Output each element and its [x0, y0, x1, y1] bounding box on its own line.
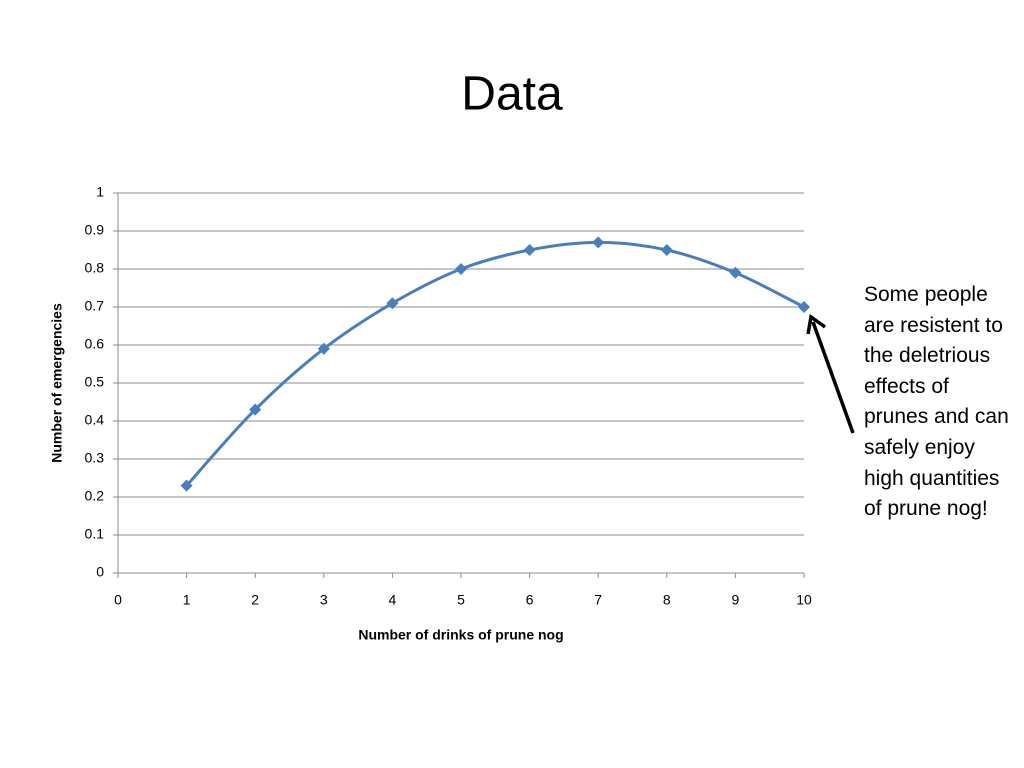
y-tick-label: 0.9 [85, 222, 105, 238]
data-point [386, 297, 399, 310]
y-tick-label: 0 [96, 564, 104, 580]
y-tick-label: 0.8 [85, 260, 105, 276]
data-point [455, 263, 467, 275]
y-tick-label: 0.2 [85, 488, 105, 504]
y-tick-label: 1 [96, 184, 104, 200]
x-tick-label: 8 [663, 592, 671, 608]
data-point [249, 403, 262, 416]
x-tick-label: 3 [320, 592, 328, 608]
line-series [185, 240, 805, 487]
arrow-shaft [811, 321, 855, 434]
data-point [798, 301, 810, 313]
data-point [592, 236, 605, 249]
x-tick-label: 2 [251, 592, 259, 608]
x-tick-label: 0 [114, 592, 122, 608]
data-point [180, 479, 193, 492]
y-tick-label: 0.4 [85, 412, 105, 428]
x-tick-label: 4 [389, 592, 397, 608]
y-tick-label: 0.5 [85, 374, 105, 390]
y-axis-label: Number of emergencies [49, 303, 65, 463]
data-point [660, 244, 673, 256]
y-tick-label: 0.3 [85, 450, 105, 466]
data-point [523, 244, 536, 256]
chart-title: Data [461, 68, 563, 121]
arrow-head [806, 313, 827, 335]
data-point [729, 266, 742, 279]
x-tick-label: 7 [594, 592, 602, 608]
annotation: Some people are resistent to the deletri… [864, 283, 1009, 521]
data-point [317, 342, 330, 355]
x-axis-label: Number of drinks of prune nog [358, 627, 563, 643]
x-tick-label: 6 [526, 592, 534, 608]
y-tick-label: 0.7 [85, 298, 105, 314]
x-tick-label: 9 [732, 592, 740, 608]
x-tick-label: 5 [457, 592, 465, 608]
y-tick-label: 0.1 [85, 526, 105, 542]
y-tick-label: 0.6 [85, 336, 105, 352]
x-tick-label: 1 [183, 592, 191, 608]
x-tick-label: 10 [796, 592, 812, 608]
